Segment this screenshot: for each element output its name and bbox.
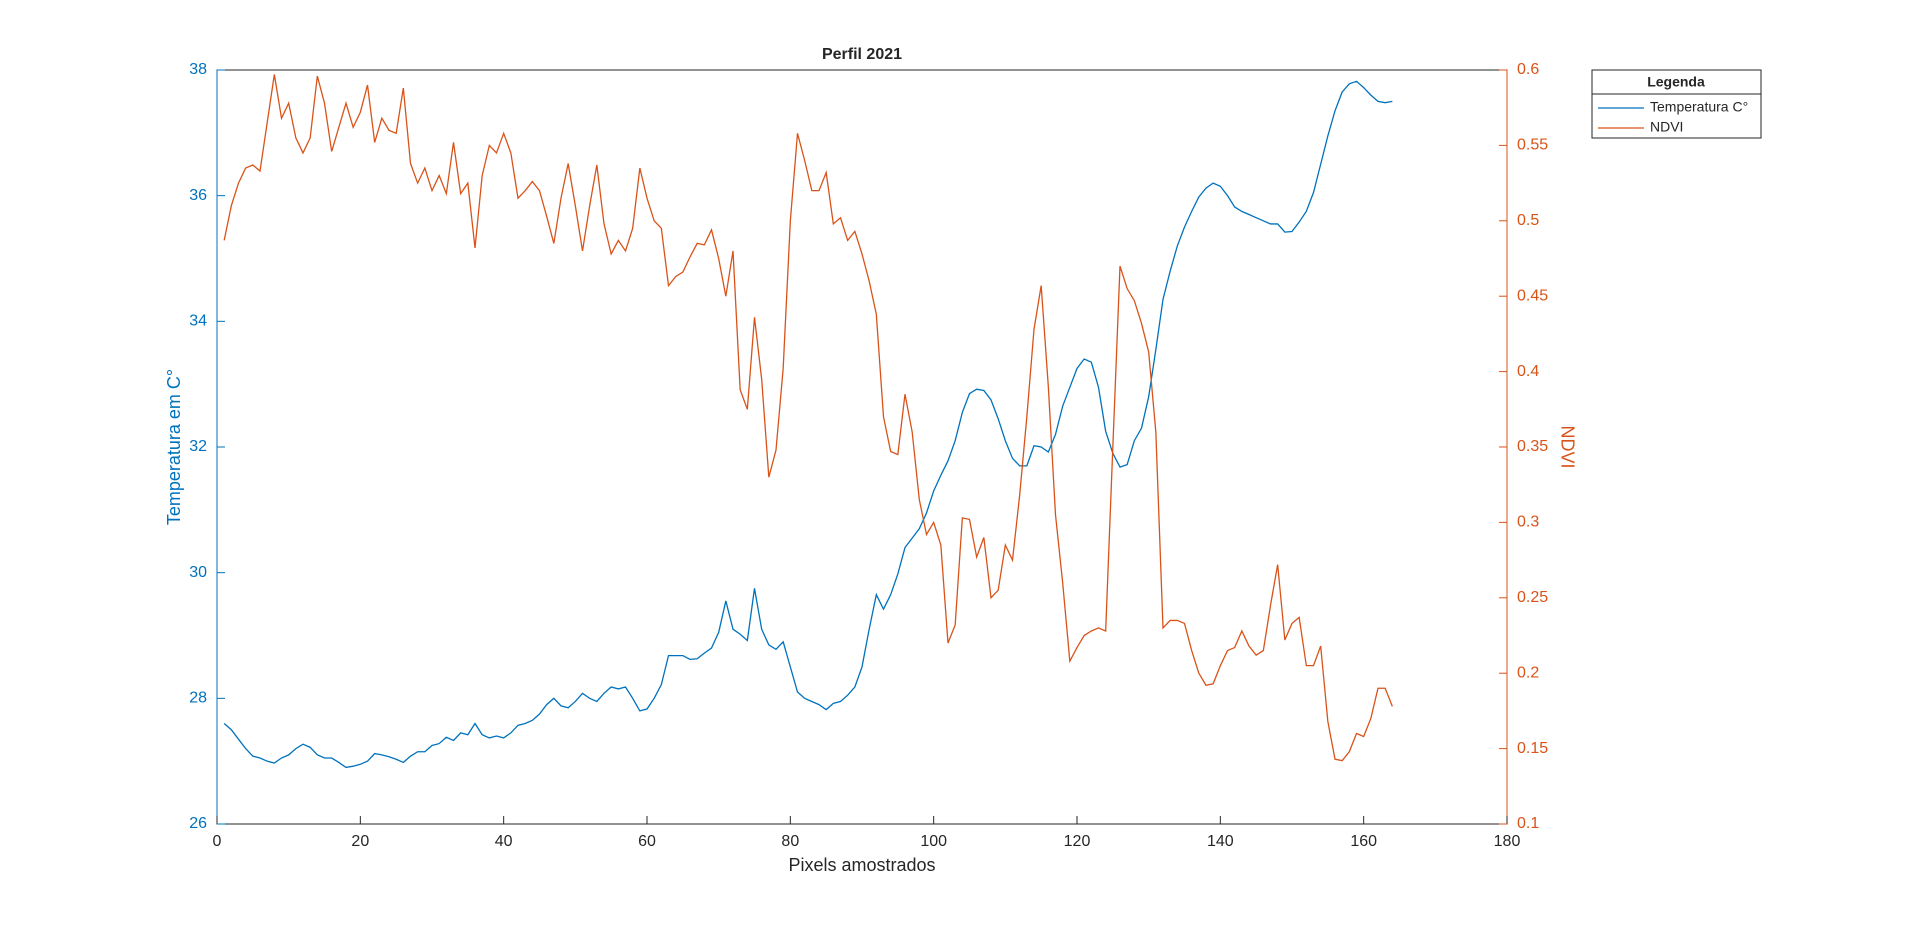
- x-tick-label: 40: [495, 833, 513, 850]
- legend-label: NDVI: [1650, 119, 1683, 135]
- y-tick-label: 34: [189, 313, 207, 330]
- y2-tick-label: 0.4: [1517, 363, 1539, 380]
- x-tick-label: 120: [1064, 833, 1091, 850]
- y-tick-label: 26: [189, 815, 207, 832]
- y-tick-label: 38: [189, 61, 207, 78]
- y2-tick-label: 0.1: [1517, 815, 1539, 832]
- x-tick-label: 140: [1207, 833, 1234, 850]
- y-tick-label: 30: [189, 564, 207, 581]
- y2-tick-label: 0.2: [1517, 664, 1539, 681]
- x-tick-label: 160: [1350, 833, 1377, 850]
- data-line: [223, 74, 1393, 762]
- y2-tick-label: 0.35: [1517, 438, 1548, 455]
- plot-area: [216, 69, 1508, 825]
- y2-tick-label: 0.15: [1517, 740, 1548, 757]
- y-tick-label: 36: [189, 187, 207, 204]
- y2-tick-label: 0.55: [1517, 137, 1548, 154]
- x-tick-label: 60: [638, 833, 656, 850]
- x-tick-label: 80: [781, 833, 799, 850]
- chart-title: Perfil 2021: [822, 46, 902, 63]
- legend-title: Legenda: [1647, 74, 1705, 90]
- x-tick-label: 20: [351, 833, 369, 850]
- y-tick-label: 32: [189, 438, 207, 455]
- y-tick-label: 28: [189, 690, 207, 707]
- y2-tick-label: 0.5: [1517, 212, 1539, 229]
- y2-tick-label: 0.3: [1517, 514, 1539, 531]
- y2-tick-label: 0.6: [1517, 61, 1539, 78]
- x-tick-label: 180: [1494, 833, 1521, 850]
- x-tick-label: 0: [213, 833, 222, 850]
- data-line: [223, 80, 1393, 769]
- x-tick-label: 100: [920, 833, 947, 850]
- y2-axis-label: NDVI: [1557, 425, 1577, 468]
- x-axis-label: Pixels amostrados: [788, 855, 935, 875]
- y2-tick-label: 0.45: [1517, 287, 1548, 304]
- y2-tick-label: 0.25: [1517, 589, 1548, 606]
- legend-box: [1591, 69, 1762, 139]
- y-axis-label: Temperatura em C°: [164, 369, 184, 525]
- legend-label: Temperatura C°: [1650, 99, 1748, 115]
